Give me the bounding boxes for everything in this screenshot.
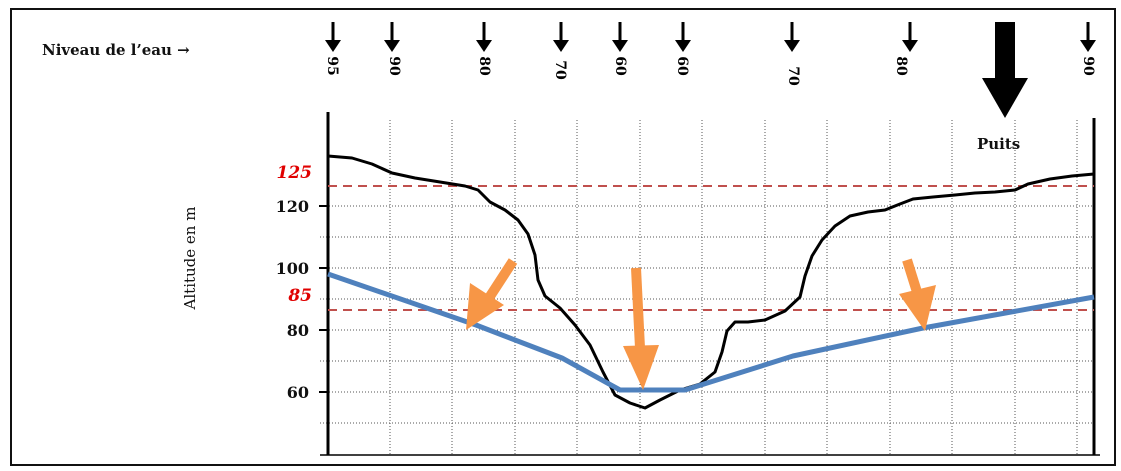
- down-arrow-icon: [325, 22, 341, 52]
- water-level-value: 70: [785, 66, 801, 86]
- water-table-line: [327, 271, 1095, 393]
- down-arrow-icon: [675, 22, 691, 52]
- y-tick-label: 100: [276, 259, 309, 278]
- y-tick-label: 120: [276, 197, 309, 216]
- y-tick-label: 80: [287, 321, 309, 340]
- water-level-value: 60: [612, 56, 628, 76]
- down-arrow-icon: [553, 22, 569, 52]
- down-arrow-icon: [1080, 22, 1096, 52]
- well-label: Puits: [977, 135, 1021, 153]
- down-arrow-icon: [476, 22, 492, 52]
- terrain-profile: [327, 154, 1095, 410]
- water-level-value: 80: [893, 56, 909, 76]
- water-level-value: 95: [324, 56, 340, 75]
- orange-arrow-icon: [623, 267, 659, 390]
- water-level-values: 95 90 80 70 60 60 70 80 90: [324, 56, 1096, 86]
- down-arrow-icon: [612, 22, 628, 52]
- water-level-value: 60: [674, 56, 690, 76]
- water-level-value: 80: [476, 56, 492, 76]
- reference-label-85: 85: [287, 286, 312, 306]
- orange-arrow-icon: [899, 258, 936, 331]
- reference-label-125: 125: [277, 163, 313, 183]
- reference-labels: 125 85: [277, 163, 313, 306]
- vertical-grid: [389, 120, 1078, 455]
- water-level-value: 70: [552, 60, 568, 80]
- water-level-value: 90: [386, 56, 402, 76]
- horizontal-grid: [320, 205, 1095, 424]
- down-arrow-icon: [784, 22, 800, 52]
- y-tick-label: 60: [287, 383, 309, 402]
- y-axis-label: Altitude en m: [181, 206, 199, 310]
- orange-arrow-icon: [466, 258, 518, 330]
- y-tick-labels: 120 100 80 60: [276, 197, 309, 402]
- water-level-label: Niveau de l’eau →: [42, 41, 190, 59]
- well-arrow-icon: [982, 22, 1028, 118]
- y-ticks: [319, 205, 329, 393]
- down-arrow-icon: [902, 22, 918, 52]
- water-level-value: 90: [1080, 56, 1096, 76]
- down-arrow-icon: [384, 22, 400, 52]
